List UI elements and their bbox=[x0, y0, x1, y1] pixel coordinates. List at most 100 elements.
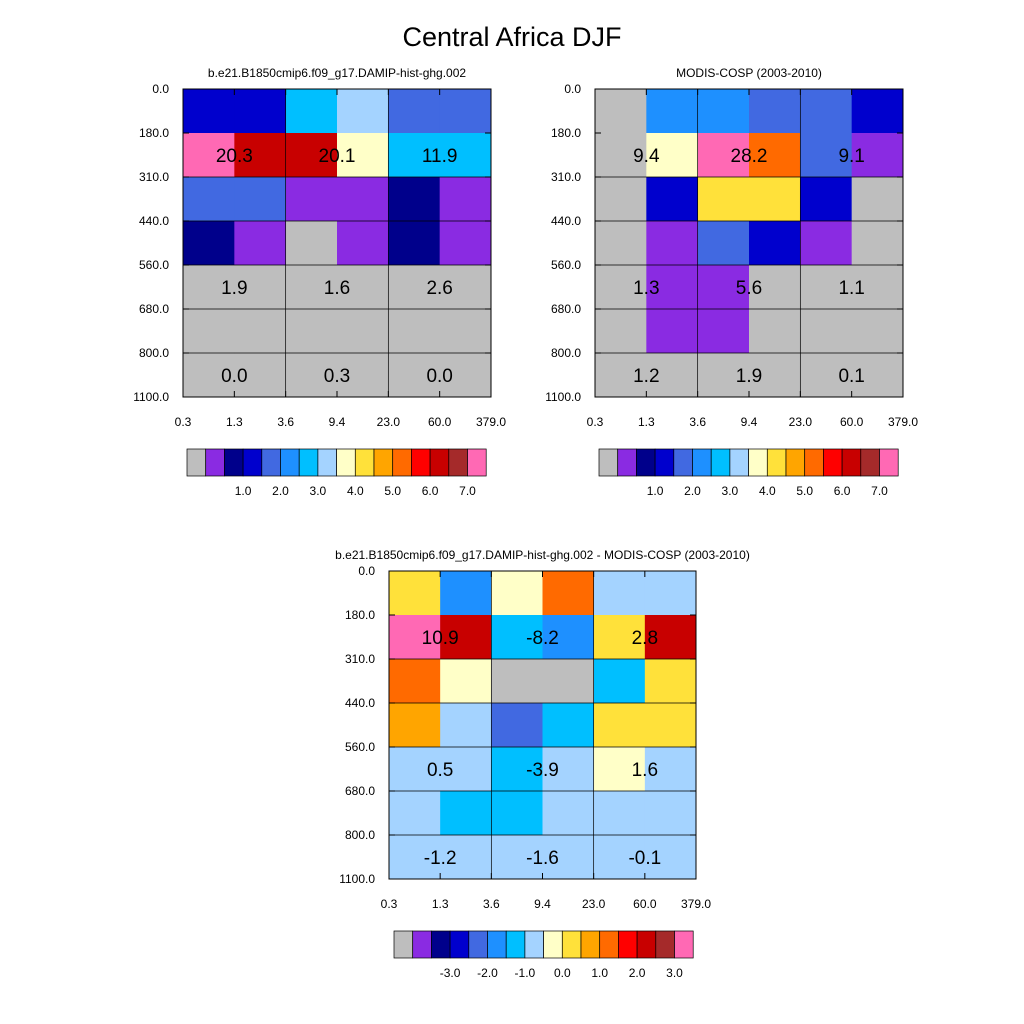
heatmap-cell bbox=[439, 133, 492, 178]
heatmap-cell bbox=[542, 571, 595, 616]
y-tick-label: 800.0 bbox=[345, 828, 375, 842]
data-label: 1.2 bbox=[633, 366, 659, 387]
colorbar-label: 1.0 bbox=[647, 484, 664, 498]
colorbar-swatch bbox=[655, 930, 675, 959]
data-label: -1.2 bbox=[424, 848, 457, 869]
colorbar-swatch bbox=[354, 448, 375, 477]
colorbar-label: 3.0 bbox=[666, 966, 683, 980]
heatmap-cell bbox=[439, 309, 492, 354]
data-label: 1.9 bbox=[221, 278, 247, 299]
colorbar-swatch bbox=[673, 448, 693, 477]
heatmap-cell bbox=[234, 265, 287, 310]
colorbar-swatch bbox=[186, 448, 207, 477]
colorbar-swatch bbox=[823, 448, 843, 477]
heatmap-cell bbox=[595, 177, 647, 222]
heatmap-cell bbox=[749, 221, 801, 266]
x-tick-label: 379.0 bbox=[888, 415, 918, 429]
colorbar-swatch bbox=[636, 448, 656, 477]
heatmap-cell bbox=[800, 309, 853, 354]
data-label: -3.9 bbox=[526, 760, 559, 781]
y-tick-label: 180.0 bbox=[551, 126, 581, 140]
colorbar-label: 7.0 bbox=[871, 484, 888, 498]
x-tick-label: 3.6 bbox=[483, 897, 500, 911]
x-tick-label: 379.0 bbox=[476, 415, 506, 429]
heatmap-cell bbox=[389, 615, 441, 660]
grid bbox=[389, 571, 696, 879]
colorbar-swatch bbox=[748, 448, 768, 477]
heatmap-cell bbox=[337, 133, 389, 178]
heatmap-cell bbox=[388, 177, 441, 222]
colorbar-label: 7.0 bbox=[459, 484, 476, 498]
heatmap-cell bbox=[749, 177, 801, 222]
colorbar-swatch bbox=[580, 930, 601, 959]
y-tick-label: 680.0 bbox=[139, 302, 169, 316]
heatmap-cell bbox=[542, 747, 595, 792]
colorbar-swatch bbox=[393, 930, 414, 959]
heatmap-cell bbox=[800, 221, 853, 266]
heatmap-cell bbox=[542, 659, 595, 704]
data-label: 28.2 bbox=[731, 146, 768, 167]
data-label: 1.9 bbox=[736, 366, 762, 387]
heatmap-cell bbox=[697, 133, 750, 178]
panel-subtitle: b.e21.B1850cmip6.f09_g17.DAMIP-hist-ghg.… bbox=[208, 66, 466, 80]
heatmap-cell bbox=[183, 221, 235, 266]
y-tick-label: 180.0 bbox=[345, 608, 375, 622]
colorbar-swatch bbox=[766, 448, 787, 477]
colorbar-swatch bbox=[636, 930, 657, 959]
colorbar-label: -3.0 bbox=[440, 966, 461, 980]
colorbar-swatch bbox=[317, 448, 337, 477]
data-label: 9.1 bbox=[838, 146, 864, 167]
heatmap-cell bbox=[491, 747, 543, 792]
colorbar-label: 0.0 bbox=[554, 966, 571, 980]
heatmap-cell bbox=[440, 615, 492, 660]
heatmap-cell bbox=[234, 353, 287, 398]
colorbar-label: 2.0 bbox=[629, 966, 646, 980]
panel-subtitle: MODIS-COSP (2003-2010) bbox=[676, 66, 822, 80]
heatmap-cell bbox=[183, 309, 235, 354]
y-tick-label: 440.0 bbox=[551, 214, 581, 228]
colorbar-swatch bbox=[261, 448, 281, 477]
colorbar-label: 2.0 bbox=[272, 484, 289, 498]
colorbar-label: 4.0 bbox=[759, 484, 776, 498]
heatmap-cell bbox=[234, 133, 287, 178]
heatmap-cell bbox=[183, 353, 235, 398]
colorbar-label: 5.0 bbox=[384, 484, 401, 498]
heatmap-cell bbox=[440, 747, 492, 792]
colorbar-swatch bbox=[449, 930, 470, 959]
colorbar-label: 1.0 bbox=[591, 966, 608, 980]
data-label: 2.8 bbox=[632, 628, 658, 649]
heatmap-cell bbox=[389, 835, 441, 880]
colorbar-swatch bbox=[467, 448, 487, 477]
colorbar-label: -1.0 bbox=[515, 966, 536, 980]
heatmap-cell bbox=[851, 353, 904, 398]
y-tick-label: 310.0 bbox=[551, 170, 581, 184]
heatmap-cell bbox=[440, 703, 492, 748]
heatmap-cell bbox=[800, 353, 853, 398]
data-label: 0.0 bbox=[426, 366, 452, 387]
heatmap-cell bbox=[593, 835, 646, 880]
heatmap-cell bbox=[389, 659, 441, 704]
panel-model: b.e21.B1850cmip6.f09_g17.DAMIP-hist-ghg.… bbox=[133, 66, 506, 498]
colorbar-swatch bbox=[205, 448, 225, 477]
colorbar-swatch bbox=[598, 448, 619, 477]
colorbar-swatch bbox=[392, 448, 412, 477]
colorbar-swatch bbox=[618, 930, 638, 959]
heatmap-cell bbox=[851, 265, 904, 310]
heatmap-cell bbox=[851, 133, 904, 178]
heatmap-cell bbox=[388, 353, 441, 398]
heatmap-cell bbox=[439, 221, 492, 266]
heatmap-cell bbox=[337, 265, 389, 310]
grid bbox=[595, 89, 903, 397]
heatmap-cell bbox=[337, 89, 389, 134]
heatmap-cell bbox=[644, 747, 697, 792]
heatmap-cell bbox=[644, 835, 697, 880]
data-label: 1.1 bbox=[838, 278, 864, 299]
heatmap-cell bbox=[644, 615, 697, 660]
colorbar-label: -2.0 bbox=[477, 966, 498, 980]
heatmap-cell bbox=[593, 659, 646, 704]
x-tick-label: 9.4 bbox=[534, 897, 551, 911]
heatmap-cell bbox=[389, 703, 441, 748]
y-tick-label: 800.0 bbox=[139, 346, 169, 360]
heatmap-cell bbox=[439, 265, 492, 310]
heatmap-cell bbox=[337, 221, 389, 266]
